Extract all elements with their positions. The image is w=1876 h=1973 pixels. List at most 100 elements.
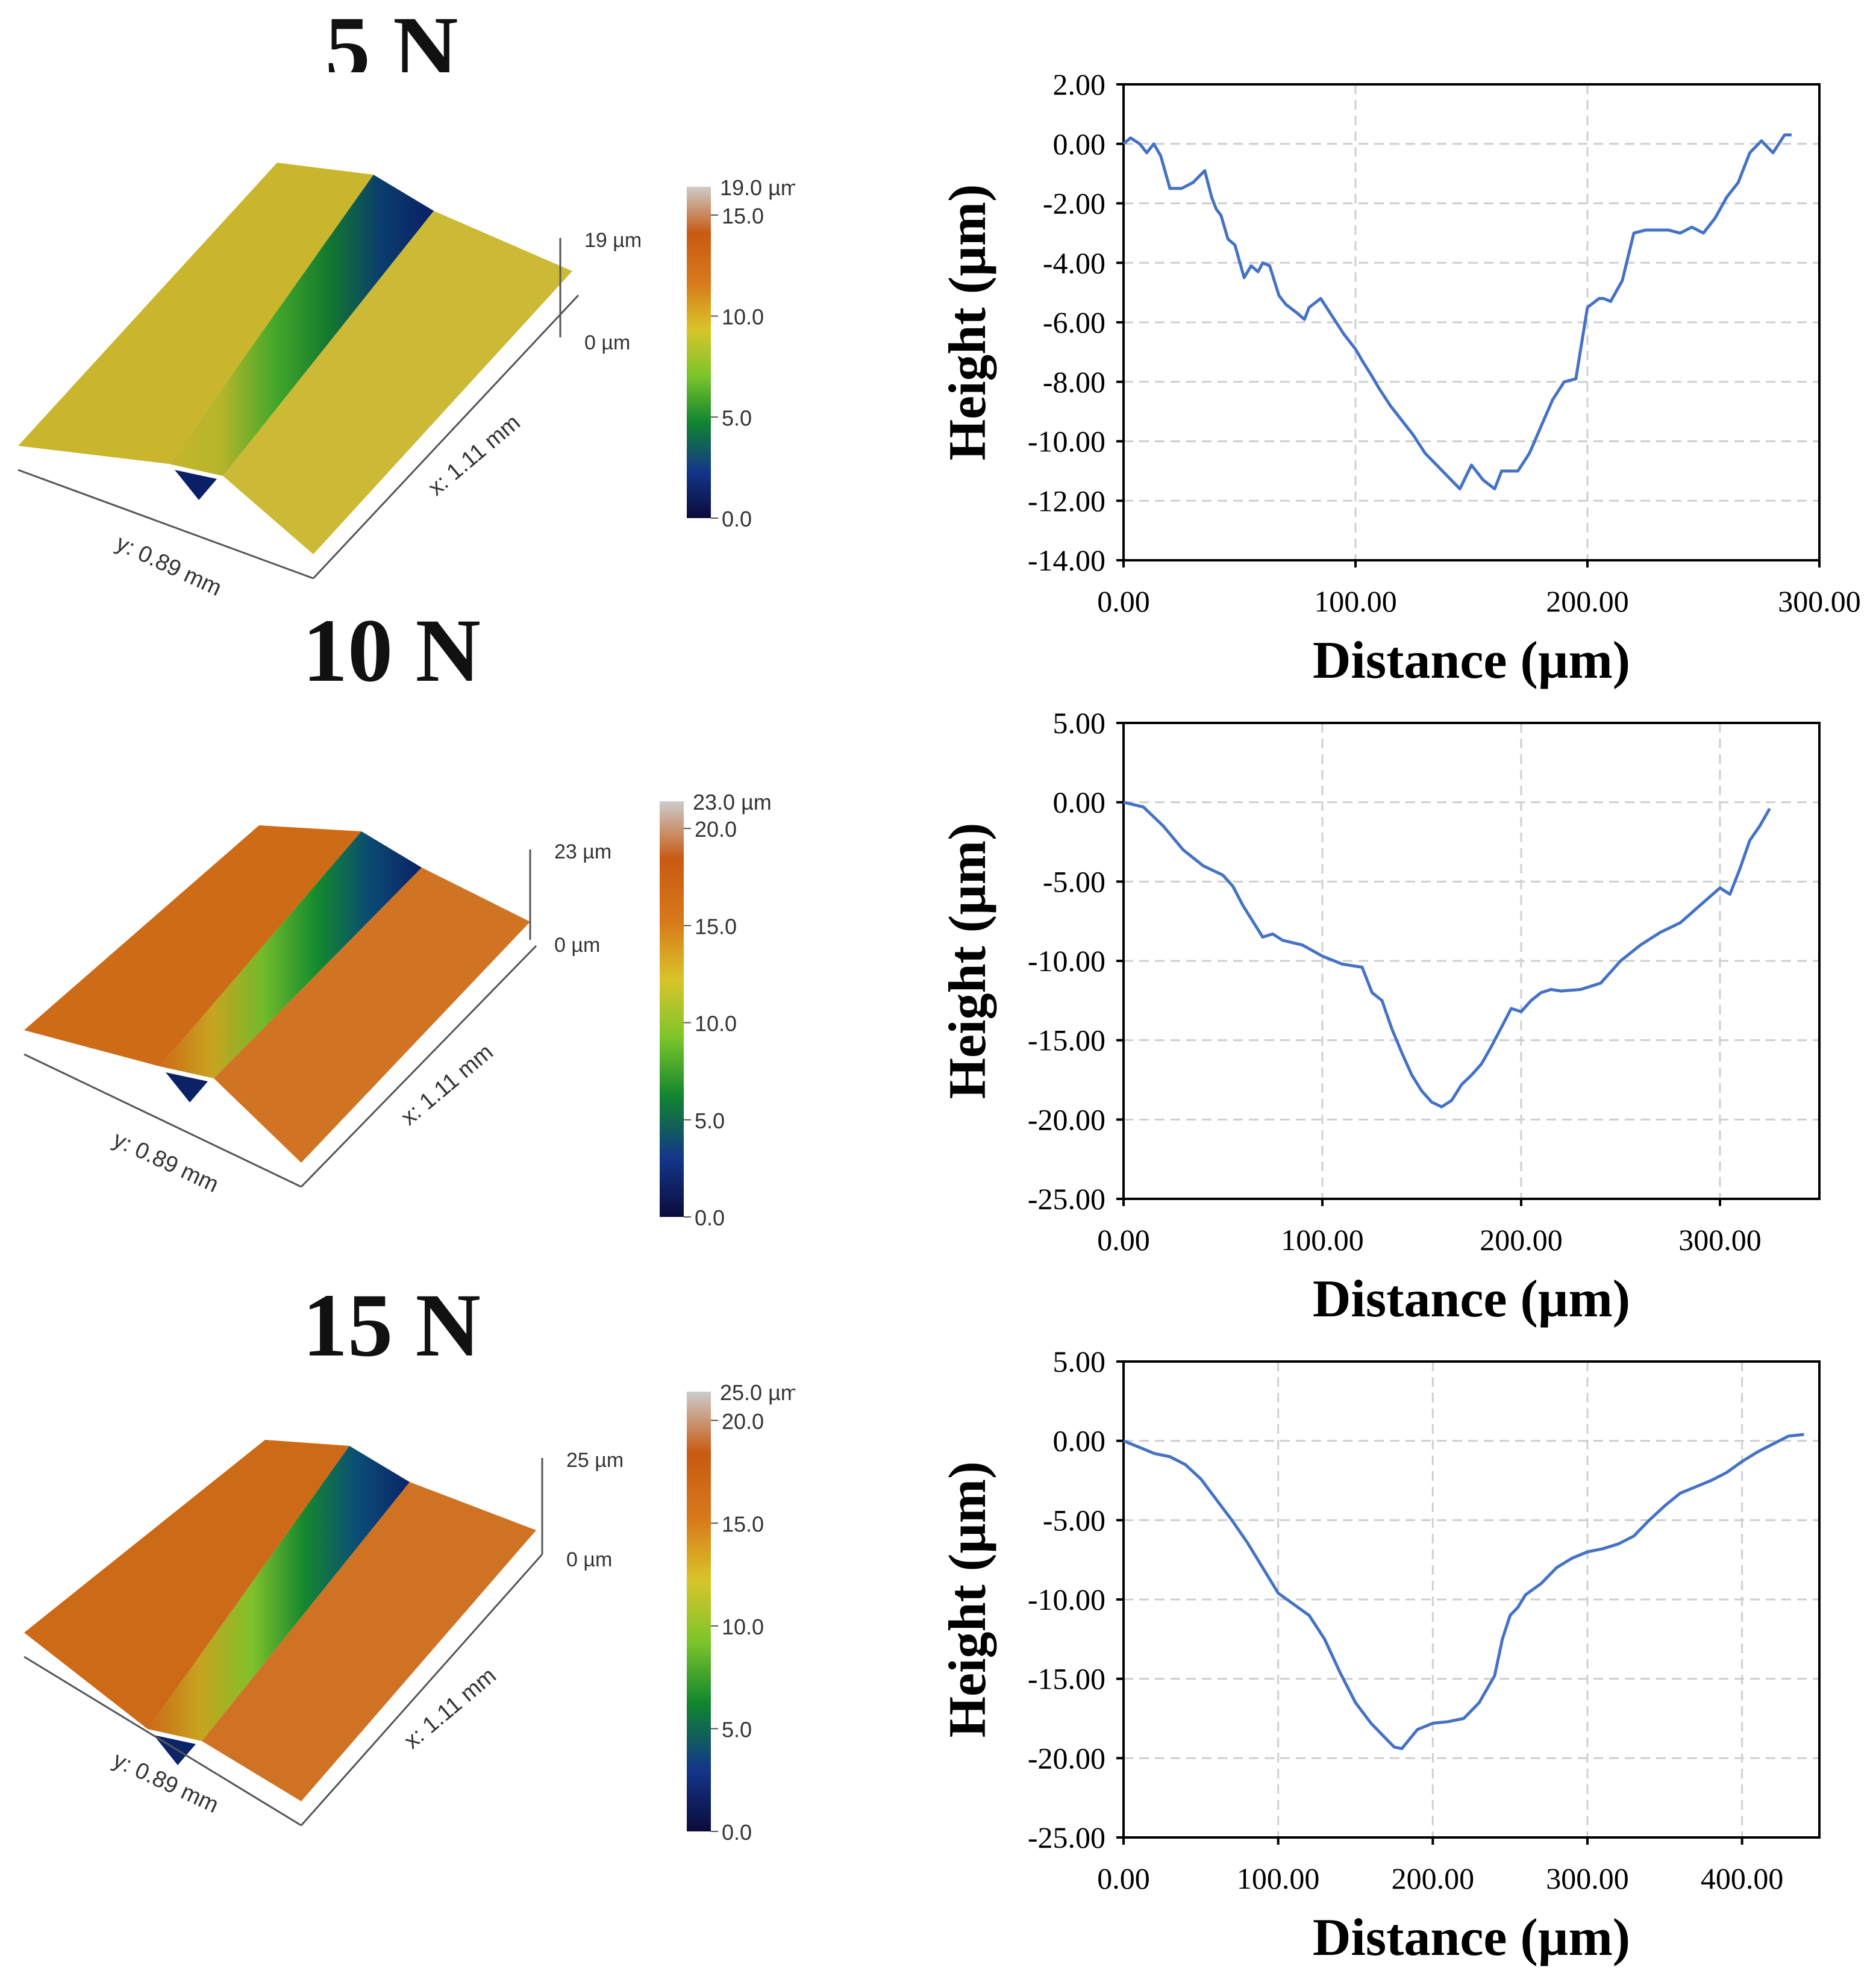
y-tick-label-10n-3: -10.00 [1028, 944, 1105, 978]
y-tick-label-15n-3: -10.00 [1028, 1583, 1105, 1616]
colorbar-tick-label-5n-3: 0.0 [722, 507, 752, 531]
surface-map-15n: y: 0.89 mm x: 1.11 mm 25 µm 0 µm 25.0 µm 20.0… [12, 1368, 799, 1970]
series-line-15n-0 [1123, 1433, 1804, 1750]
colorbar-tick-label-5n-2: 5.0 [722, 405, 752, 430]
z-top-label-10n: 23 µm [554, 840, 611, 863]
x-base-axis-10n [300, 945, 537, 1188]
y-tick-label-15n-6: -25.00 [1028, 1821, 1105, 1854]
profile-chart-10n: 5.00 0.00 -5.00 -10.00 -15.00 -20.00 -25.00 0.0… [904, 693, 1868, 1331]
groove-15n [148, 1446, 410, 1741]
colorbar-15n [687, 1392, 711, 1831]
x-tick-label-5n-0: 0.00 [1097, 584, 1150, 618]
surface-map-10n: y: 0.89 mm x: 1.11 mm 23 µm 0 µm 23.0 µm 20.0… [12, 705, 795, 1283]
colorbar-tick-label-10n-1: 15.0 [695, 914, 737, 939]
profile-chart-5n: 2.00 0.00 -2.00 -4.00 -6.00 -8.00 -10.00 -12.00… [904, 54, 1868, 693]
series-line-5n-0 [1122, 133, 1792, 490]
x-dimension-label-10n: x: 1.11 mm [396, 1039, 498, 1130]
colorbar-tick-label-10n-4: 0.0 [695, 1205, 725, 1230]
colorbar-tick-label-5n-0: 15.0 [722, 204, 764, 228]
x-base-axis-5n [312, 294, 580, 580]
colorbar-max-label-5n: 19.0 µm [720, 175, 795, 200]
colorbar-10n [660, 801, 684, 1217]
y-tick-label-5n-2: -2.00 [1043, 187, 1105, 220]
panel-title-10n: 10 N [302, 601, 481, 701]
right-plateau-15n [202, 1482, 536, 1801]
y-tick-label-5n-4: -6.00 [1043, 305, 1105, 339]
x-tick-label-10n-1: 100.00 [1281, 1223, 1364, 1257]
y-tick-label-5n-6: -10.00 [1028, 425, 1105, 458]
colorbar-tick-label-10n-3: 5.0 [695, 1108, 725, 1133]
x-tick-label-10n-0: 0.00 [1097, 1223, 1150, 1257]
x-tick-label-15n-2: 200.00 [1392, 1862, 1475, 1895]
z-top-label-15n: 25 µm [566, 1449, 624, 1472]
colorbar-tick-label-15n-1: 15.0 [722, 1512, 764, 1536]
colorbar-tick-label-5n-1: 10.0 [722, 305, 764, 330]
y-tick-label-15n-1: 0.00 [1053, 1424, 1106, 1458]
colorbar-tick-label-15n-2: 10.0 [722, 1615, 764, 1639]
y-tick-label-5n-3: -4.00 [1043, 246, 1105, 280]
panel-title-15n: 15 N [302, 1275, 481, 1375]
y-tick-label-10n-0: 5.00 [1053, 706, 1106, 740]
y-tick-label-5n-5: -8.00 [1043, 365, 1105, 399]
x-tick-label-5n-2: 200.00 [1546, 584, 1629, 618]
groove-10n [160, 831, 422, 1078]
colorbar-tick-label-15n-3: 5.0 [722, 1717, 752, 1742]
profile-chart-15n: 5.00 0.00 -5.00 -10.00 -15.00 -20.00 -25.00 0.0… [904, 1331, 1868, 1970]
y-axis-title-15n: Height (µm) [939, 1462, 997, 1738]
surface-svg-15n: y: 0.89 mm x: 1.11 mm 25 µm 0 µm 25.0 µm 20.0… [23, 1380, 799, 1845]
left-plateau-15n [24, 1440, 349, 1729]
profile-svg-10n: 5.00 0.00 -5.00 -10.00 -15.00 -20.00 -25.00 0.0… [939, 706, 1821, 1328]
x-tick-label-5n-3: 300.00 [1778, 584, 1861, 618]
x-dimension-label-5n: x: 1.11 mm [424, 410, 525, 501]
y-tick-label-5n-7: -12.00 [1028, 484, 1105, 517]
y-base-axis-10n [23, 1053, 302, 1188]
y-tick-label-10n-6: -25.00 [1028, 1182, 1105, 1216]
y-tick-label-10n-2: -5.00 [1043, 865, 1105, 898]
z-top-label-5n: 19 µm [584, 229, 642, 252]
y-axis-title-5n: Height (µm) [939, 184, 997, 461]
surface-svg-10n: y: 0.89 mm x: 1.11 mm 23 µm 0 µm 23.0 µm20.0… [23, 790, 772, 1230]
z-bottom-label-5n: 0 µm [584, 331, 630, 354]
y-tick-label-5n-0: 2.00 [1053, 67, 1106, 101]
x-axis-title-15n: Distance (µm) [1313, 1909, 1630, 1967]
colorbar-tick-label-10n-0: 20.0 [695, 817, 737, 842]
colorbar-tick-label-15n-4: 0.0 [722, 1820, 752, 1845]
y-dimension-label-10n: y: 0.89 mm [109, 1127, 222, 1197]
colorbar-5n [687, 187, 711, 518]
z-bottom-label-10n: 0 µm [554, 934, 600, 957]
left-plateau-5n [18, 163, 374, 464]
groove-5n [169, 175, 434, 476]
y-tick-label-15n-5: -20.00 [1028, 1741, 1105, 1775]
profile-svg-5n: 2.00 0.00 -2.00 -4.00 -6.00 -8.00 -10.00 -12.00… [939, 67, 1861, 690]
x-axis-title-5n: Distance (µm) [1313, 631, 1630, 690]
x-dimension-label-15n: x: 1.11 mm [399, 1663, 501, 1754]
y-tick-label-10n-4: -15.00 [1028, 1024, 1105, 1057]
x-tick-label-10n-3: 300.00 [1678, 1223, 1762, 1257]
series-line-10n-0 [1123, 801, 1771, 1108]
surface-map-5n: y: 0.89 mm x: 1.11 mm 19 µm 0 µm 19.0 µm 15.0… [12, 72, 799, 601]
y-axis-title-10n: Height (µm) [939, 823, 997, 1099]
right-plateau-5n [223, 211, 572, 554]
y-base-axis-5n [17, 469, 314, 580]
y-tick-label-10n-1: 0.00 [1053, 786, 1106, 819]
y-tick-label-15n-0: 5.00 [1053, 1345, 1106, 1378]
x-tick-label-15n-4: 400.00 [1701, 1862, 1784, 1895]
colorbar-tick-label-15n-0: 20.0 [722, 1409, 764, 1434]
colorbar-max-label-10n: 23.0 µm [693, 790, 772, 815]
x-base-axis-15n [300, 1554, 543, 1826]
x-axis-title-10n: Distance (µm) [1313, 1270, 1630, 1328]
x-tick-label-5n-1: 100.00 [1314, 584, 1397, 618]
x-tick-label-10n-2: 200.00 [1480, 1223, 1563, 1257]
x-tick-label-15n-1: 100.00 [1237, 1862, 1320, 1895]
y-base-axis-15n [23, 1656, 302, 1827]
x-tick-label-15n-3: 300.00 [1546, 1862, 1629, 1895]
y-tick-label-5n-1: 0.00 [1053, 127, 1106, 161]
z-bottom-label-15n: 0 µm [566, 1548, 612, 1571]
y-tick-label-10n-5: -20.00 [1028, 1102, 1105, 1136]
y-dimension-label-15n: y: 0.89 mm [109, 1747, 222, 1818]
y-tick-label-15n-2: -5.00 [1043, 1503, 1105, 1537]
x-tick-label-15n-0: 0.00 [1097, 1862, 1150, 1895]
right-plateau-10n [214, 868, 530, 1163]
y-tick-label-5n-8: -14.00 [1028, 543, 1105, 577]
